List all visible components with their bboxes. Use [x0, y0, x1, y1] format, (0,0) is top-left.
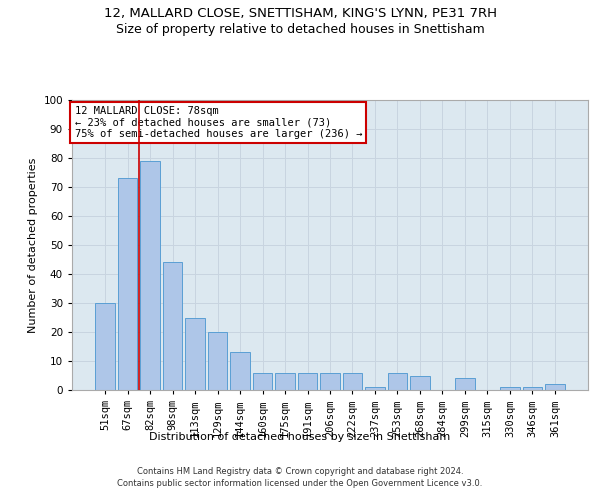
Bar [140, 161, 160, 390]
Bar [253, 372, 272, 390]
Bar [410, 376, 430, 390]
Bar [455, 378, 475, 390]
Bar [185, 318, 205, 390]
Bar [365, 387, 385, 390]
Bar [320, 372, 340, 390]
Bar [388, 372, 407, 390]
Bar [163, 262, 182, 390]
Bar [208, 332, 227, 390]
Text: 12 MALLARD CLOSE: 78sqm
← 23% of detached houses are smaller (73)
75% of semi-de: 12 MALLARD CLOSE: 78sqm ← 23% of detache… [74, 106, 362, 139]
Bar [523, 387, 542, 390]
Bar [545, 384, 565, 390]
Bar [230, 352, 250, 390]
Y-axis label: Number of detached properties: Number of detached properties [28, 158, 38, 332]
Bar [275, 372, 295, 390]
Text: Contains public sector information licensed under the Open Government Licence v3: Contains public sector information licen… [118, 479, 482, 488]
Bar [500, 387, 520, 390]
Bar [95, 303, 115, 390]
Bar [343, 372, 362, 390]
Text: Size of property relative to detached houses in Snettisham: Size of property relative to detached ho… [116, 22, 484, 36]
Text: Distribution of detached houses by size in Snettisham: Distribution of detached houses by size … [149, 432, 451, 442]
Text: 12, MALLARD CLOSE, SNETTISHAM, KING'S LYNN, PE31 7RH: 12, MALLARD CLOSE, SNETTISHAM, KING'S LY… [104, 8, 497, 20]
Bar [298, 372, 317, 390]
Text: Contains HM Land Registry data © Crown copyright and database right 2024.: Contains HM Land Registry data © Crown c… [137, 468, 463, 476]
Bar [118, 178, 137, 390]
